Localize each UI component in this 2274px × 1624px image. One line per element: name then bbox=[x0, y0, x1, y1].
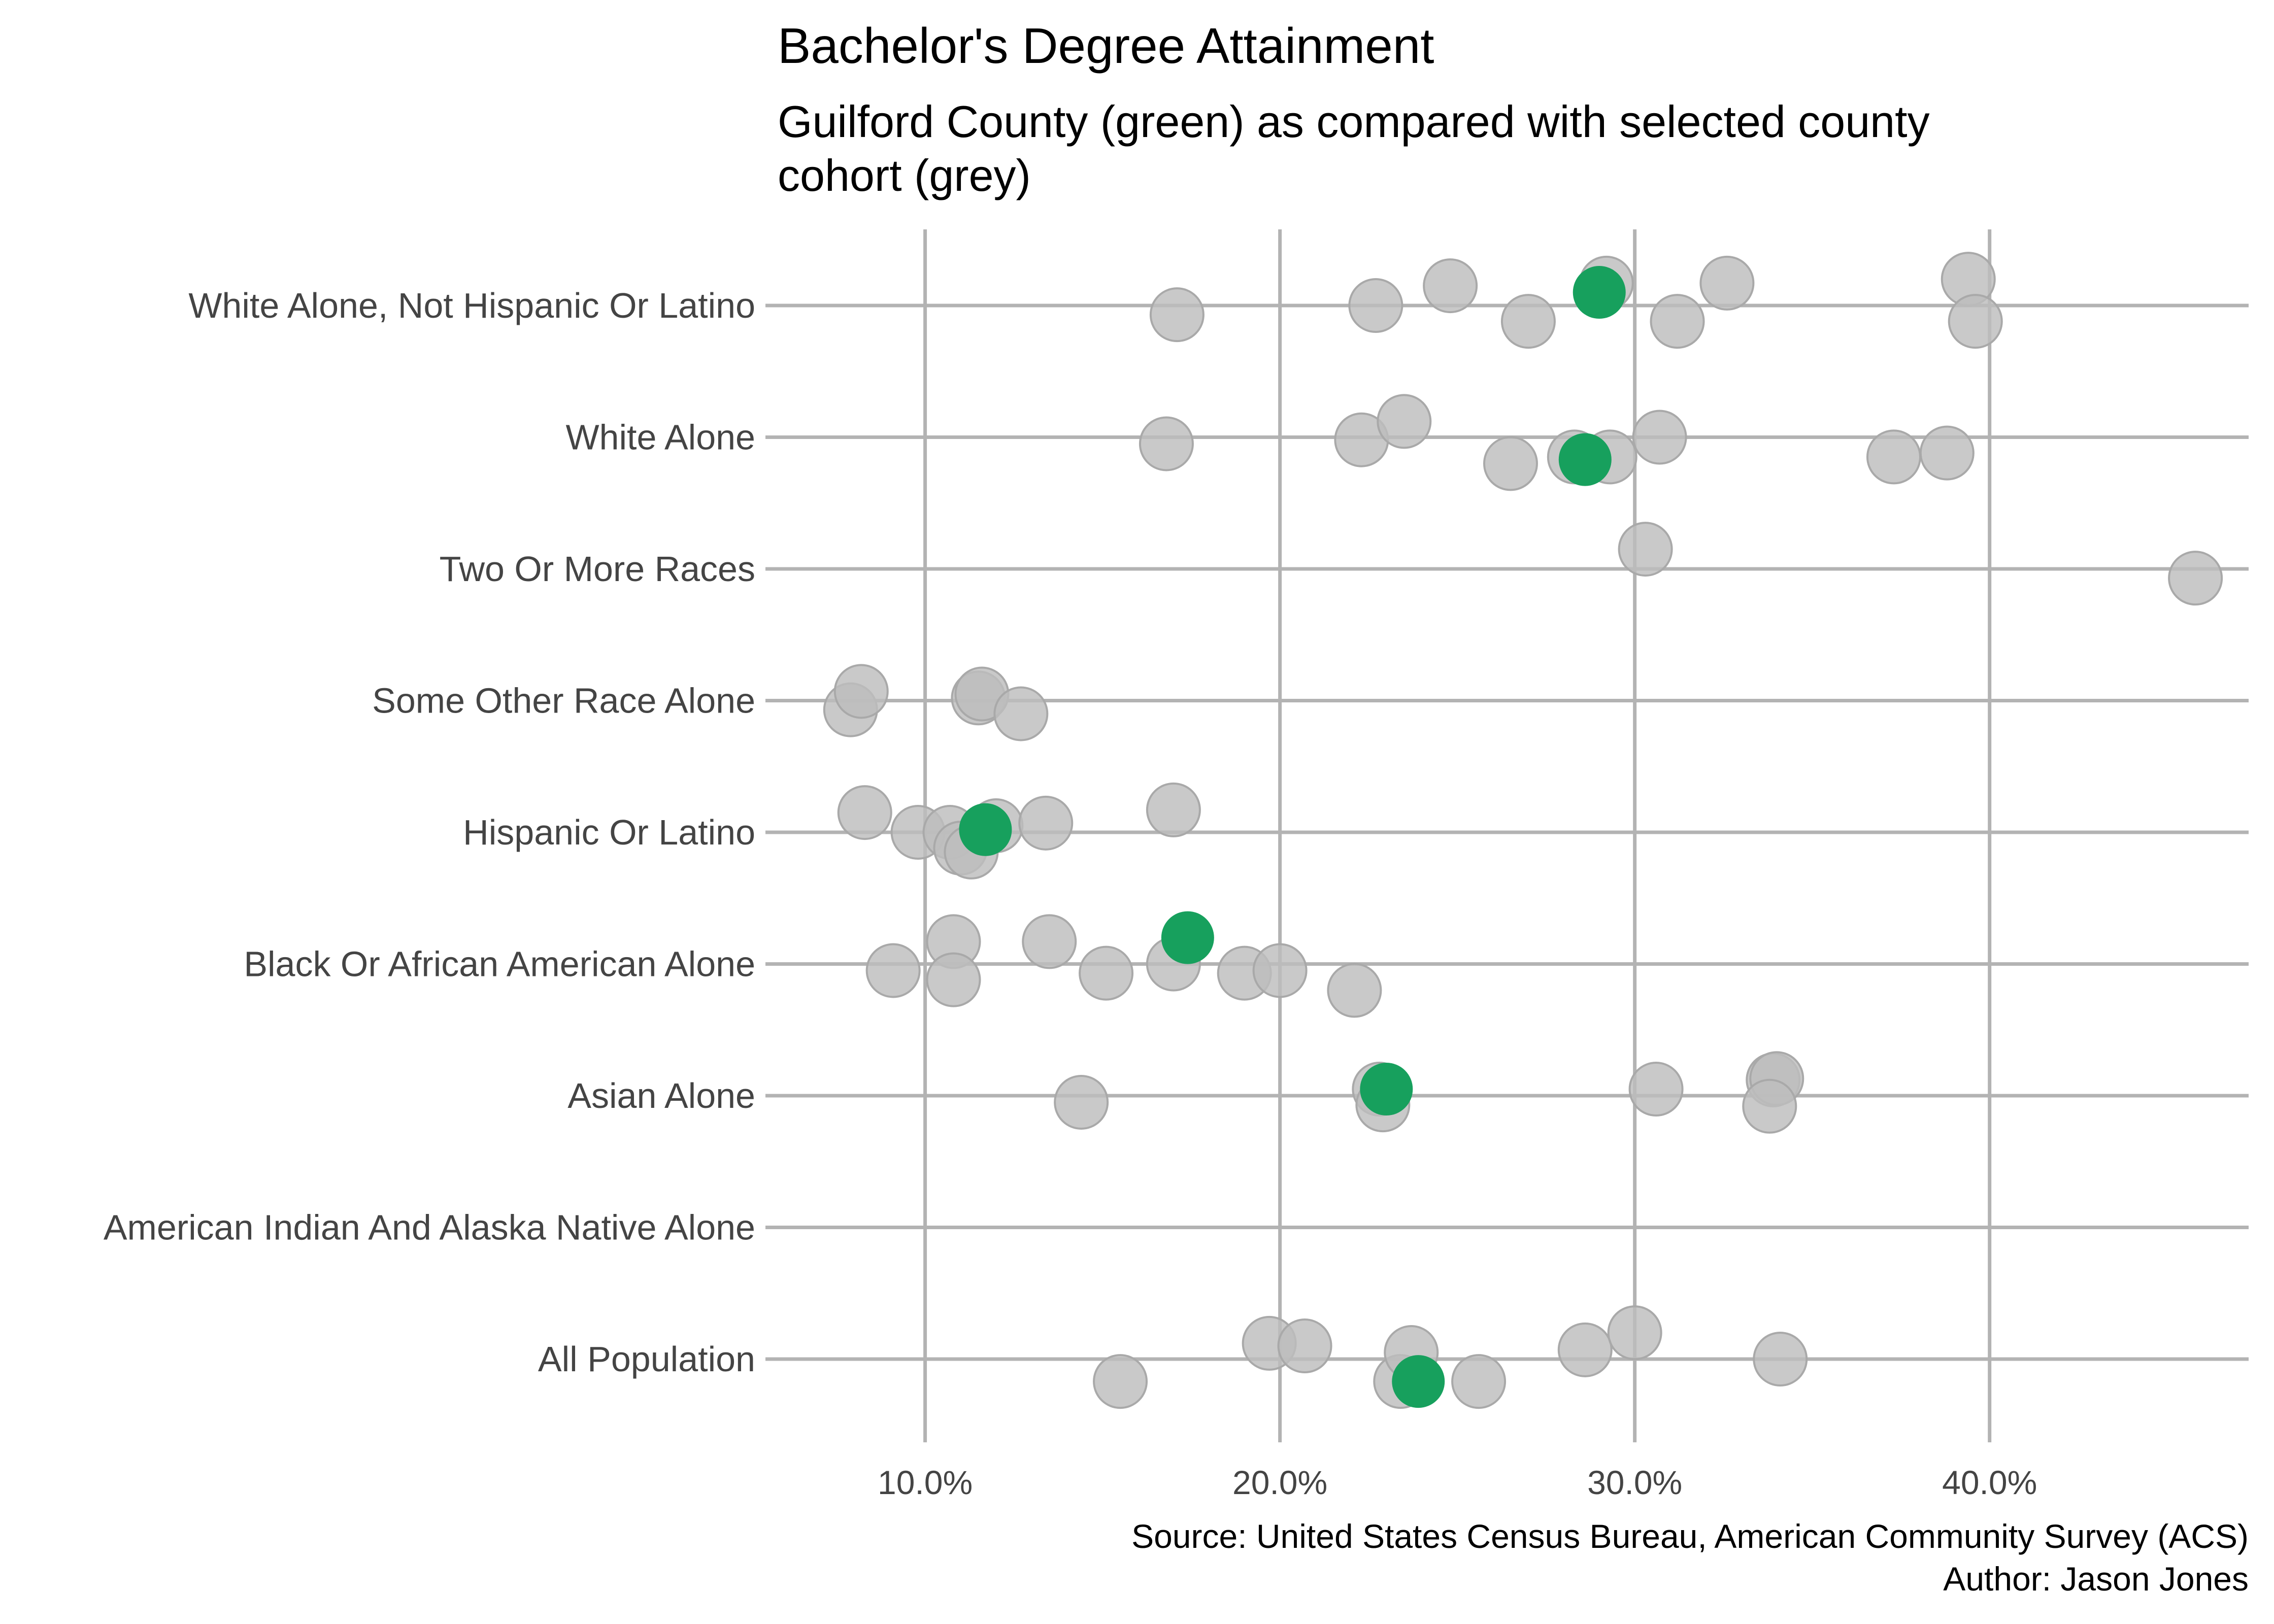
chart-title: Bachelor's Degree Attainment bbox=[778, 18, 1434, 74]
guilford-point-all-population-0 bbox=[1392, 1355, 1445, 1408]
cohort-point-white-alone-not-hispanic-or-latino-54 bbox=[1650, 294, 1705, 349]
cohort-point-white-alone-42 bbox=[1377, 394, 1432, 449]
chart-subtitle-line-2: cohort (grey) bbox=[778, 150, 1031, 200]
cohort-point-white-alone-48 bbox=[1919, 425, 1975, 481]
cohort-point-two-or-more-races-38 bbox=[1618, 522, 1673, 577]
y-axis-tick-labels: All Population American Indian And Alaska… bbox=[104, 286, 755, 1379]
cohort-points bbox=[823, 252, 2223, 1409]
y-tick-label-american-indian-and-alaska-native-alone: American Indian And Alaska Native Alone bbox=[104, 1208, 755, 1247]
y-tick-label-some-other-race-alone: Some Other Race Alone bbox=[372, 681, 755, 721]
guilford-point-white-alone-4 bbox=[1558, 433, 1612, 486]
y-tick-label-asian-alone: Asian Alone bbox=[567, 1076, 755, 1115]
cohort-point-all-population-8 bbox=[1753, 1332, 1808, 1386]
y-tick-label-black-or-african-american-alone: Black Or African American Alone bbox=[244, 944, 755, 984]
cohort-point-black-or-african-american-alone-24 bbox=[1327, 963, 1382, 1018]
guilford-point-hispanic-or-latino-3 bbox=[959, 803, 1012, 856]
cohort-point-asian-alone-9 bbox=[1054, 1074, 1109, 1130]
guilford-points bbox=[959, 266, 1626, 1408]
cohort-point-black-or-african-american-alone-18 bbox=[926, 952, 981, 1007]
cohort-point-some-other-race-alone-37 bbox=[993, 686, 1049, 741]
cohort-point-two-or-more-races-39 bbox=[2168, 551, 2223, 606]
cohort-point-black-or-african-american-alone-16 bbox=[865, 943, 921, 998]
cohort-point-white-alone-not-hispanic-or-latino-52 bbox=[1500, 294, 1556, 349]
cohort-point-white-alone-not-hispanic-or-latino-57 bbox=[1948, 294, 2003, 349]
guilford-point-white-alone-not-hispanic-or-latino-5 bbox=[1573, 266, 1626, 319]
cohort-point-black-or-african-american-alone-20 bbox=[1079, 945, 1134, 1001]
cohort-point-white-alone-not-hispanic-or-latino-55 bbox=[1699, 255, 1755, 311]
cohort-point-black-or-african-american-alone-23 bbox=[1252, 943, 1308, 998]
cohort-point-asian-alone-12 bbox=[1628, 1062, 1684, 1117]
cohort-point-white-alone-46 bbox=[1632, 410, 1687, 465]
cohort-point-all-population-6 bbox=[1557, 1322, 1613, 1377]
guilford-point-black-or-african-american-alone-2 bbox=[1161, 911, 1214, 964]
cohort-point-white-alone-not-hispanic-or-latino-51 bbox=[1423, 258, 1478, 314]
cohort-point-all-population-0 bbox=[1093, 1354, 1148, 1409]
y-tick-label-all-population: All Population bbox=[538, 1339, 755, 1379]
cohort-point-all-population-7 bbox=[1607, 1305, 1662, 1361]
x-tick-label-30: 30.0% bbox=[1587, 1464, 1682, 1501]
cohort-point-white-alone-47 bbox=[1866, 429, 1921, 485]
cohort-point-white-alone-40 bbox=[1139, 416, 1194, 471]
y-tick-label-hispanic-or-latino: Hispanic Or Latino bbox=[463, 813, 755, 852]
y-tick-label-white-alone-not-hispanic-or-latino: White Alone, Not Hispanic Or Latino bbox=[188, 286, 755, 325]
x-tick-label-20: 20.0% bbox=[1232, 1464, 1327, 1501]
cohort-point-hispanic-or-latino-25 bbox=[837, 785, 892, 840]
cohort-point-some-other-race-alone-34 bbox=[833, 664, 889, 719]
x-tick-label-10: 10.0% bbox=[878, 1464, 973, 1501]
cohort-point-hispanic-or-latino-31 bbox=[1018, 795, 1074, 851]
cohort-point-white-alone-not-hispanic-or-latino-50 bbox=[1348, 278, 1403, 333]
chart-caption-author: Author: Jason Jones bbox=[1943, 1560, 2249, 1598]
x-tick-label-40: 40.0% bbox=[1942, 1464, 2037, 1501]
cohort-point-all-population-2 bbox=[1277, 1318, 1332, 1374]
cohort-point-white-alone-43 bbox=[1483, 436, 1538, 491]
cohort-point-asian-alone-15 bbox=[1742, 1078, 1797, 1134]
cohort-point-all-population-5 bbox=[1451, 1354, 1507, 1409]
x-axis-tick-labels: 10.0% 20.0% 30.0% 40.0% bbox=[878, 1464, 2037, 1501]
y-tick-label-white-alone: White Alone bbox=[565, 418, 755, 457]
guilford-point-asian-alone-1 bbox=[1360, 1063, 1413, 1116]
cohort-point-hispanic-or-latino-32 bbox=[1146, 782, 1201, 837]
cohort-point-black-or-african-american-alone-19 bbox=[1022, 914, 1077, 969]
chart-subtitle-line-1: Guilford County (green) as compared with… bbox=[778, 96, 1930, 147]
chart-caption-source: Source: United States Census Bureau, Ame… bbox=[1131, 1517, 2249, 1555]
y-tick-label-two-or-more-races: Two Or More Races bbox=[440, 549, 755, 589]
cohort-point-white-alone-not-hispanic-or-latino-49 bbox=[1149, 287, 1205, 343]
